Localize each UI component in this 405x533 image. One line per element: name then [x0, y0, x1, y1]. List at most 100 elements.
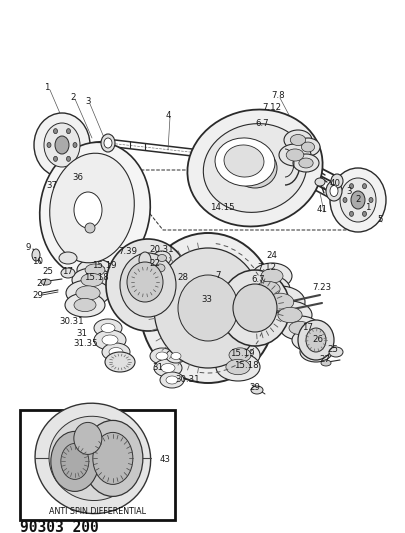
Ellipse shape [224, 145, 264, 177]
Text: 33: 33 [202, 295, 213, 304]
Ellipse shape [286, 149, 304, 161]
Ellipse shape [85, 264, 105, 276]
Text: ANTI SPIN DIFFERENTIAL: ANTI SPIN DIFFERENTIAL [49, 507, 146, 516]
Ellipse shape [85, 223, 95, 233]
Text: 17: 17 [303, 324, 313, 333]
Ellipse shape [307, 346, 325, 358]
Ellipse shape [299, 158, 313, 168]
Text: 31: 31 [77, 328, 87, 337]
Text: 7: 7 [215, 271, 221, 279]
Ellipse shape [220, 270, 290, 346]
Ellipse shape [220, 342, 260, 368]
Text: 30.31: 30.31 [176, 376, 200, 384]
Ellipse shape [251, 386, 263, 394]
Ellipse shape [203, 124, 307, 212]
Ellipse shape [178, 275, 238, 341]
Ellipse shape [284, 130, 312, 150]
Ellipse shape [300, 334, 320, 346]
Ellipse shape [94, 330, 126, 350]
Ellipse shape [292, 329, 328, 351]
Ellipse shape [74, 422, 102, 455]
Ellipse shape [66, 156, 70, 161]
Ellipse shape [306, 328, 326, 352]
Ellipse shape [61, 443, 89, 479]
Ellipse shape [226, 359, 250, 375]
Text: 31.35: 31.35 [74, 340, 98, 349]
Ellipse shape [278, 308, 302, 322]
Text: 37: 37 [47, 181, 58, 190]
Ellipse shape [158, 254, 166, 262]
Text: 41: 41 [316, 206, 328, 214]
Text: 7.39: 7.39 [119, 247, 138, 256]
Text: 25: 25 [43, 268, 53, 277]
Text: 6.7: 6.7 [255, 118, 269, 127]
Ellipse shape [73, 142, 77, 148]
Text: 29: 29 [32, 290, 43, 300]
Ellipse shape [35, 403, 151, 514]
Bar [20, 410, 175, 520]
Text: 3: 3 [85, 98, 91, 107]
Ellipse shape [150, 260, 170, 276]
Ellipse shape [229, 348, 251, 362]
Ellipse shape [47, 142, 51, 148]
Ellipse shape [140, 233, 276, 383]
Ellipse shape [350, 184, 354, 189]
Ellipse shape [154, 248, 262, 368]
Text: 7.23: 7.23 [312, 284, 332, 293]
Ellipse shape [296, 138, 320, 156]
Ellipse shape [252, 263, 292, 289]
Ellipse shape [150, 348, 174, 364]
Ellipse shape [321, 360, 331, 366]
Ellipse shape [362, 212, 367, 216]
Ellipse shape [102, 335, 118, 345]
Ellipse shape [255, 286, 305, 318]
Ellipse shape [155, 264, 165, 272]
Ellipse shape [72, 268, 112, 292]
Ellipse shape [326, 181, 342, 201]
Ellipse shape [350, 212, 354, 216]
Ellipse shape [44, 123, 80, 167]
Text: 36: 36 [72, 174, 83, 182]
Text: 1: 1 [365, 203, 371, 212]
Text: 22: 22 [149, 259, 160, 268]
Ellipse shape [40, 142, 150, 278]
Ellipse shape [261, 269, 283, 283]
Ellipse shape [101, 134, 115, 152]
Ellipse shape [289, 321, 311, 335]
Text: 2: 2 [355, 195, 361, 204]
Ellipse shape [76, 286, 100, 300]
Ellipse shape [161, 364, 175, 373]
Text: 15.19: 15.19 [230, 349, 254, 358]
Ellipse shape [139, 252, 151, 268]
Ellipse shape [166, 349, 186, 363]
Ellipse shape [65, 293, 105, 317]
Ellipse shape [105, 352, 135, 372]
Ellipse shape [298, 320, 334, 360]
Ellipse shape [74, 298, 96, 312]
Text: 15.18: 15.18 [234, 360, 258, 369]
Ellipse shape [81, 273, 103, 287]
Ellipse shape [74, 192, 102, 228]
Ellipse shape [83, 421, 143, 496]
Text: 24: 24 [266, 251, 277, 260]
Text: 15.18: 15.18 [84, 273, 108, 282]
Ellipse shape [102, 343, 130, 361]
Ellipse shape [66, 280, 110, 306]
Text: 17: 17 [62, 268, 73, 277]
Ellipse shape [153, 251, 171, 265]
Ellipse shape [154, 359, 182, 377]
Ellipse shape [66, 128, 70, 134]
Ellipse shape [315, 178, 325, 186]
Text: 7.12: 7.12 [258, 262, 277, 271]
Ellipse shape [171, 352, 181, 359]
Text: 5: 5 [377, 215, 383, 224]
Ellipse shape [266, 293, 294, 311]
Ellipse shape [61, 268, 75, 278]
Text: 6.7: 6.7 [251, 276, 265, 285]
Ellipse shape [156, 352, 168, 360]
Text: 27: 27 [320, 356, 330, 365]
Ellipse shape [340, 178, 376, 222]
Text: 14.15: 14.15 [210, 204, 234, 213]
Ellipse shape [106, 239, 190, 331]
Ellipse shape [246, 275, 290, 303]
